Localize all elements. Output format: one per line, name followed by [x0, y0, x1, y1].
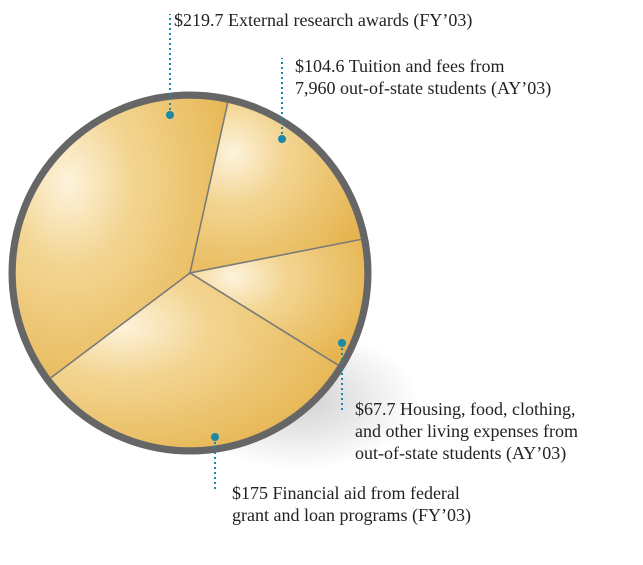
category-label: Financial aid from federal grant and loa… — [232, 483, 471, 525]
slice-label: $104.6 Tuition and fees from 7,960 out-o… — [295, 55, 551, 99]
slice-label: $219.7 External research awards (FY’03) — [174, 9, 472, 31]
category-label: Housing, food, clothing, and other livin… — [355, 399, 578, 463]
category-label: External research awards (FY’03) — [228, 10, 473, 30]
category-label: Tuition and fees from 7,960 out-of-state… — [295, 56, 552, 98]
value-label: $219.7 — [174, 10, 224, 30]
value-label: $104.6 — [295, 56, 345, 76]
leader-dot — [211, 433, 219, 441]
value-label: $67.7 — [355, 399, 396, 419]
value-label: $175 — [232, 483, 268, 503]
slice-label: $67.7 Housing, food, clothing, and other… — [355, 398, 578, 464]
leader-dot — [278, 135, 286, 143]
leader-dot — [166, 111, 174, 119]
pie-rim — [8, 91, 372, 455]
slice-label: $175 Financial aid from federal grant an… — [232, 482, 471, 526]
leader-dot — [338, 339, 346, 347]
